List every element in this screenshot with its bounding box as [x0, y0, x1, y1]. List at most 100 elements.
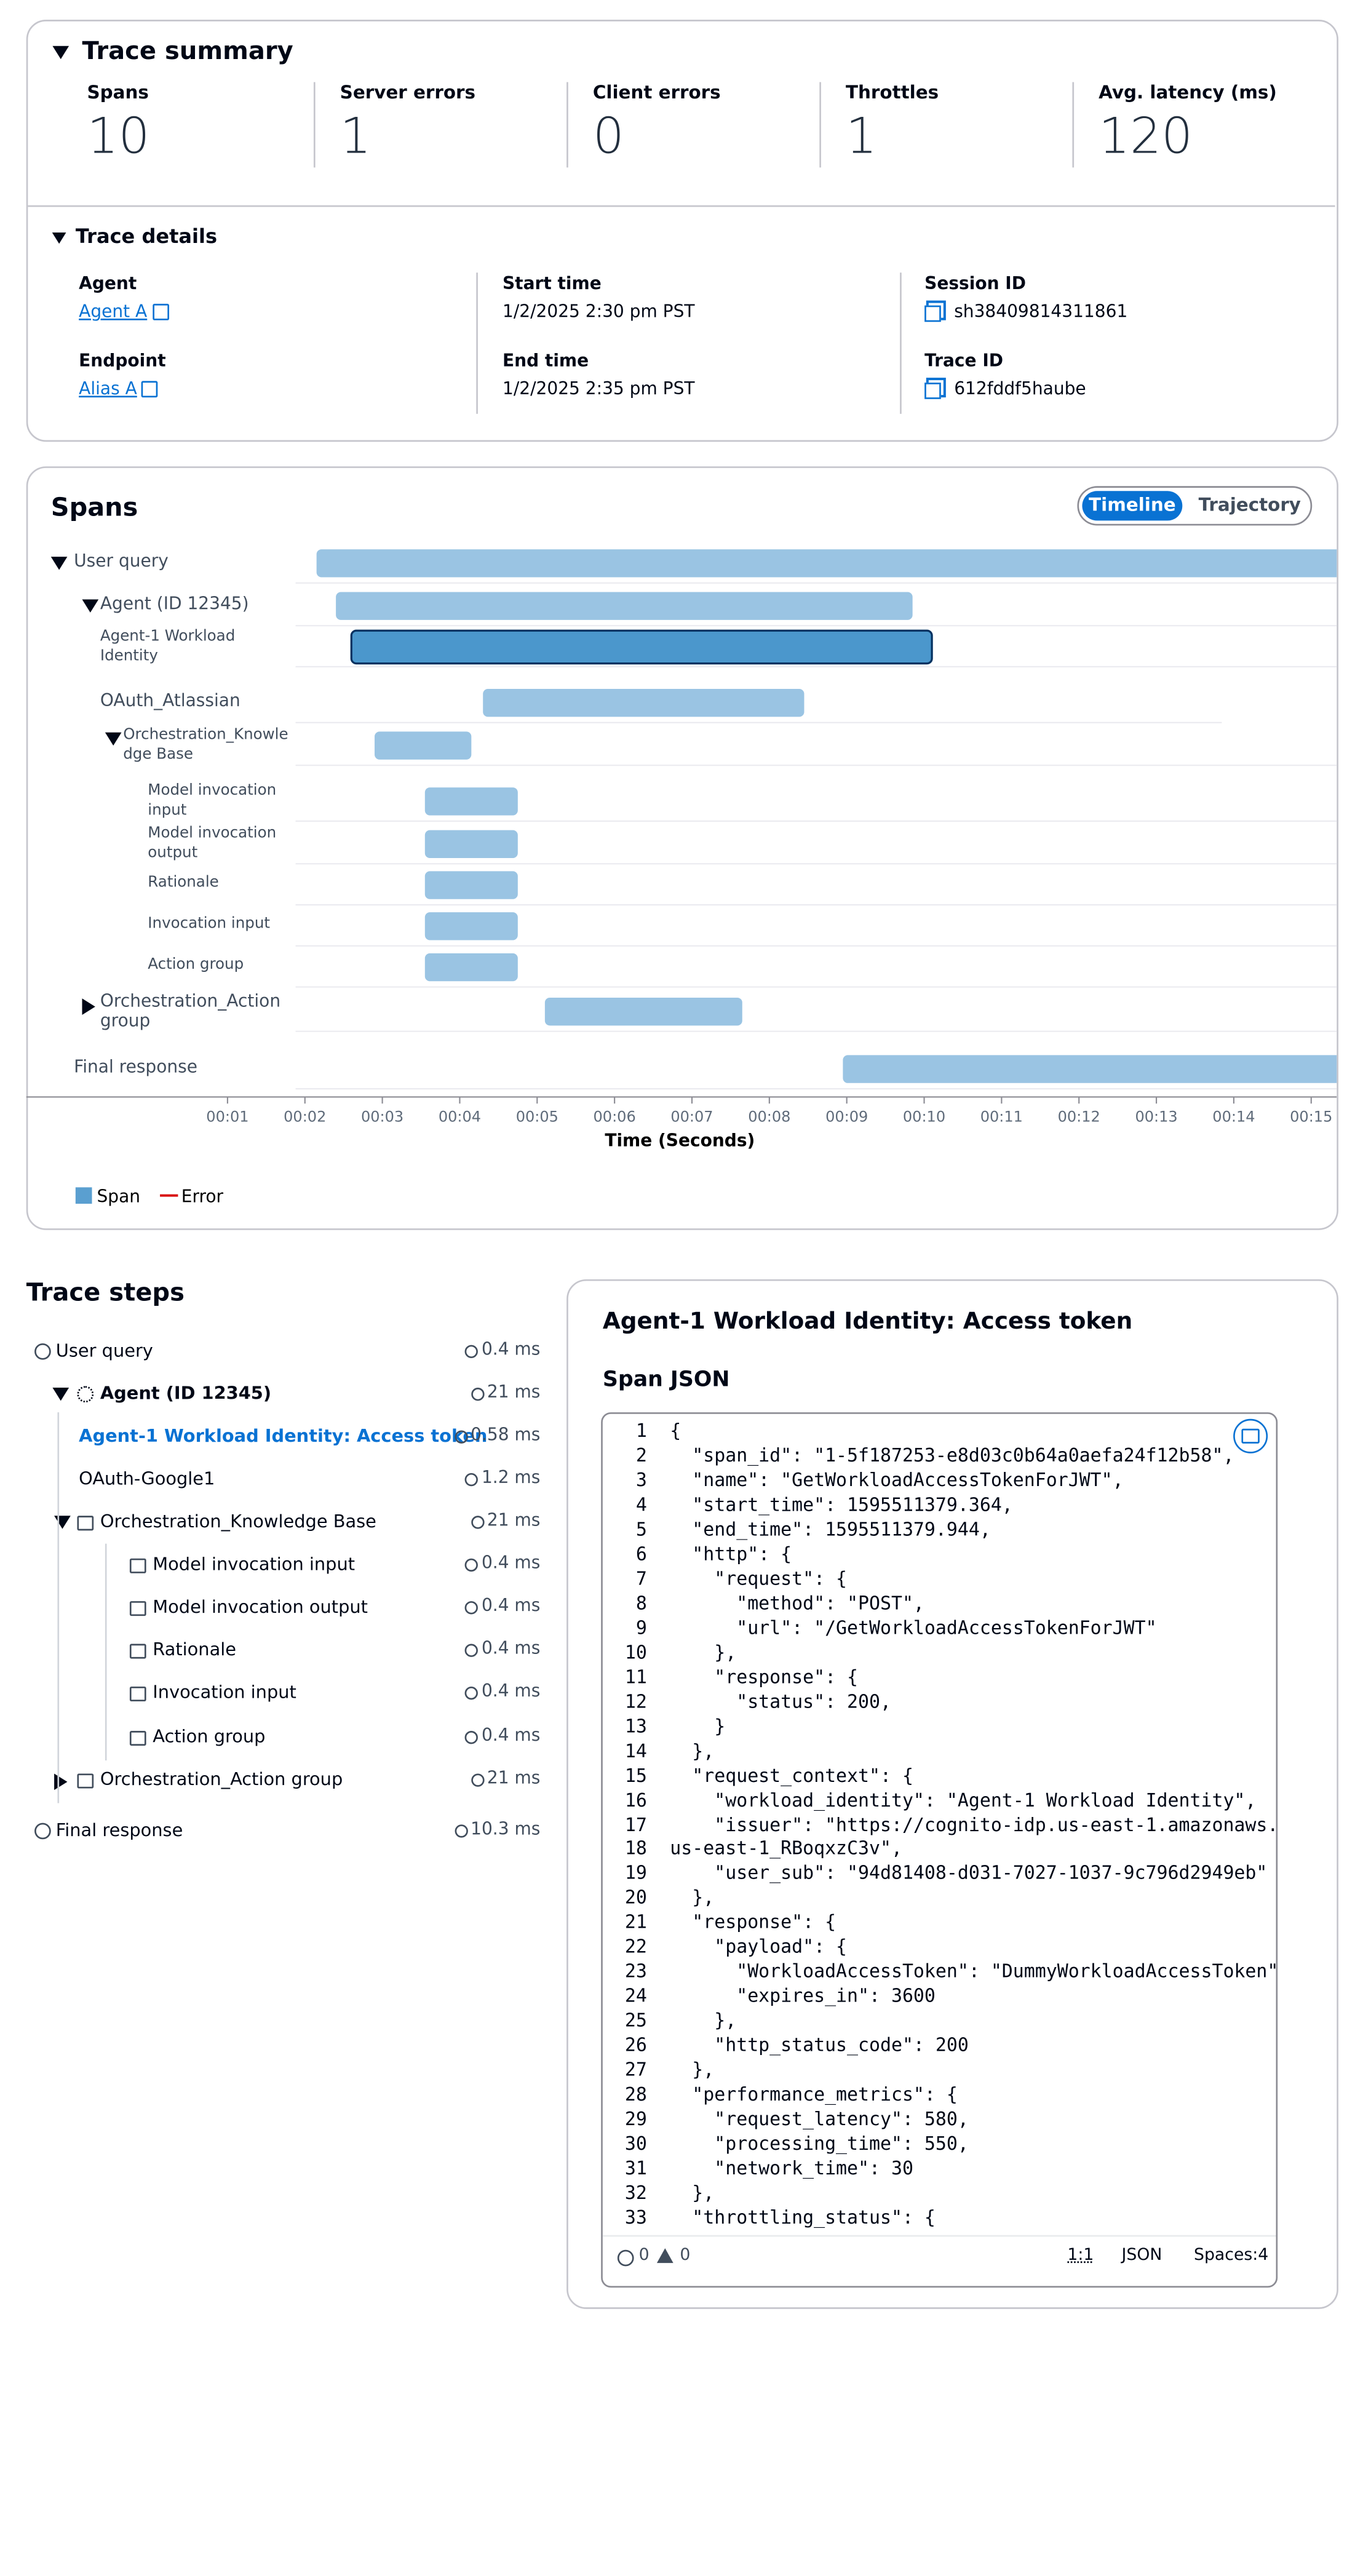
step-label[interactable]: User query [55, 1340, 153, 1362]
x-tick-label: 00:08 [748, 1108, 790, 1126]
spans-title: Spans [50, 492, 138, 523]
step-label[interactable]: Agent (ID 12345) [100, 1383, 272, 1404]
code-line: "payload": { [670, 1936, 848, 1958]
tab[interactable]: Timeline [1082, 491, 1183, 521]
step-icon [129, 1601, 146, 1616]
line-number: 8 [635, 1592, 647, 1614]
line-number: 28 [624, 2084, 647, 2106]
span-label: User query [74, 552, 169, 572]
step-label[interactable]: Rationale [153, 1639, 237, 1661]
step-icon [34, 1343, 51, 1360]
code-line: }, [670, 1740, 715, 1762]
step-label[interactable]: Orchestration_Knowledge Base [100, 1511, 376, 1532]
tree-line [105, 1543, 107, 1761]
step-icon [34, 1823, 51, 1840]
span-label: OAuth_Atlassian [100, 691, 240, 712]
gantt: 00:01 00:02 00:03 00:04 00:05 00:06 00:07 00:08… [26, 549, 1337, 1206]
copy-icon[interactable] [924, 383, 941, 399]
code-line: "url": "/GetWorkloadAccessTokenForJWT" [670, 1617, 1157, 1639]
step-icon [77, 1386, 94, 1403]
divider [476, 272, 478, 414]
code-line: "method": "POST", [670, 1592, 924, 1614]
field-value[interactable]: Alias A [79, 379, 137, 399]
expand-toggle[interactable] [52, 1388, 70, 1401]
span-bar [336, 592, 913, 620]
span-label: Rationale [148, 873, 219, 892]
line-number: 29 [624, 2109, 647, 2131]
triangle [52, 233, 66, 244]
line-number: 18 [624, 1838, 647, 1860]
separator [28, 205, 1335, 207]
stat-value: 10 [87, 108, 150, 166]
tab[interactable]: Trajectory [1198, 494, 1301, 516]
step-duration: 0.4 ms [481, 1340, 541, 1360]
span-bar [424, 871, 518, 899]
x-tick-label: 00:13 [1135, 1108, 1177, 1126]
line-number: 15 [624, 1764, 647, 1786]
external-icon[interactable] [153, 303, 169, 320]
copy-icon[interactable] [924, 305, 941, 322]
span-bar [424, 787, 518, 816]
step-label[interactable]: Invocation input [153, 1681, 296, 1703]
triangle [52, 46, 70, 60]
step-icon [129, 1731, 146, 1746]
code-line: "workload_identity": "Agent-1 Workload I… [670, 1789, 1257, 1811]
step-duration: 21 ms [487, 1768, 541, 1789]
line-number: 32 [624, 2182, 647, 2204]
step-label[interactable]: Agent-1 Workload Identity: Access token [79, 1425, 488, 1447]
line-number: 4 [635, 1494, 647, 1516]
step-label[interactable]: Final response [55, 1819, 183, 1841]
code-line: "throttling_status": { [670, 2207, 936, 2229]
expand-toggle[interactable] [105, 732, 122, 746]
stat-label: Client errors [592, 82, 721, 104]
expand-toggle[interactable] [82, 998, 95, 1015]
line-number: 2 [635, 1445, 647, 1467]
expand-toggle[interactable] [82, 599, 99, 613]
summary-panel [26, 20, 1338, 442]
detail-title: Agent-1 Workload Identity: Access token [602, 1308, 1133, 1335]
divider [313, 82, 316, 168]
step-duration: 0.4 ms [481, 1596, 541, 1616]
clock-icon [455, 1824, 468, 1838]
step-icon [77, 1516, 94, 1531]
stat-label: Throttles [845, 82, 939, 104]
code-line: "start_time": 1595511379.364, [670, 1494, 1013, 1516]
code-line: "request_context": { [670, 1764, 913, 1786]
editor-button[interactable] [1233, 1418, 1268, 1453]
span-label: Agent (ID 12345) [100, 594, 249, 614]
field-value[interactable]: Agent A [79, 302, 148, 322]
external-icon[interactable] [141, 381, 158, 398]
code-line: }, [670, 1642, 737, 1663]
code-line: "response": { [670, 1912, 836, 1934]
step-label[interactable]: Model invocation output [153, 1596, 368, 1618]
span-label: Model invocation input [148, 781, 277, 820]
x-tick-label: 00:03 [361, 1108, 403, 1126]
divider [819, 82, 821, 168]
line-number: 9 [635, 1617, 647, 1639]
line-number: 23 [624, 1961, 647, 1983]
language: JSON [1121, 2246, 1162, 2265]
step-icon [129, 1686, 146, 1701]
x-tick-label: 00:06 [594, 1108, 636, 1126]
expand-toggle[interactable] [54, 1773, 68, 1791]
line-number: 14 [624, 1740, 647, 1762]
step-duration: 10.3 ms [471, 1819, 541, 1840]
code-line: "processing_time": 550, [670, 2133, 969, 2155]
divider [1072, 82, 1075, 168]
expand-toggle[interactable] [54, 1516, 71, 1529]
legend-label: Span [97, 1186, 141, 1206]
step-label[interactable]: Orchestration_Action group [100, 1768, 343, 1791]
step-duration: 0.4 ms [481, 1726, 541, 1746]
code-line: }, [670, 2010, 737, 2032]
step-label[interactable]: OAuth-Google1 [79, 1468, 215, 1490]
span-label: Final response [74, 1057, 198, 1078]
warning-icon [656, 2248, 674, 2264]
step-label[interactable]: Action group [153, 1726, 266, 1747]
span-label: Invocation input [148, 915, 271, 933]
step-label[interactable]: Model invocation input [153, 1553, 356, 1575]
x-tick-label: 00:11 [980, 1108, 1023, 1126]
expand-toggle[interactable] [50, 557, 68, 570]
step-duration: 0.4 ms [481, 1553, 541, 1573]
code-line: us-east-1_RBoqxzC3v", [670, 1838, 902, 1860]
